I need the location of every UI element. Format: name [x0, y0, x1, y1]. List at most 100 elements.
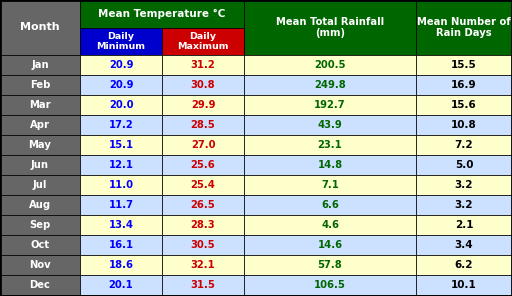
Text: 15.1: 15.1	[109, 140, 134, 150]
Text: May: May	[29, 140, 51, 150]
Text: 18.6: 18.6	[109, 260, 134, 270]
Text: Jun: Jun	[31, 160, 49, 170]
Text: Daily
Minimum: Daily Minimum	[96, 32, 145, 51]
Bar	[244, 115, 416, 135]
Text: Sep: Sep	[29, 220, 51, 230]
Bar	[0, 275, 80, 295]
Text: 106.5: 106.5	[314, 280, 346, 290]
Text: Aug: Aug	[29, 200, 51, 210]
Text: 7.1: 7.1	[321, 180, 339, 190]
Bar	[0, 235, 80, 255]
Text: Feb: Feb	[30, 80, 50, 90]
Bar	[162, 275, 244, 295]
Text: 28.5: 28.5	[190, 120, 216, 130]
Text: 11.7: 11.7	[109, 200, 134, 210]
Bar	[416, 255, 512, 275]
Text: 3.2: 3.2	[455, 200, 473, 210]
Text: 31.2: 31.2	[190, 60, 216, 70]
Bar	[416, 55, 512, 75]
Bar	[416, 175, 512, 195]
Text: 30.5: 30.5	[190, 240, 216, 250]
Bar	[162, 255, 244, 275]
Text: 6.2: 6.2	[455, 260, 473, 270]
Text: 26.5: 26.5	[190, 200, 216, 210]
Bar	[416, 155, 512, 175]
Bar	[80, 95, 162, 115]
Text: 7.2: 7.2	[455, 140, 473, 150]
Bar	[80, 135, 162, 155]
Bar	[0, 195, 80, 215]
Text: 14.6: 14.6	[317, 240, 343, 250]
Text: 15.5: 15.5	[451, 60, 477, 70]
Bar	[80, 115, 162, 135]
Text: Oct: Oct	[30, 240, 50, 250]
Bar	[0, 55, 80, 75]
Text: Jan: Jan	[31, 60, 49, 70]
Bar	[0, 75, 80, 95]
Text: 200.5: 200.5	[314, 60, 346, 70]
Bar	[162, 215, 244, 235]
Text: 14.8: 14.8	[317, 160, 343, 170]
Text: 13.4: 13.4	[109, 220, 134, 230]
Text: 20.1: 20.1	[109, 280, 133, 290]
Bar	[0, 0, 80, 55]
Bar	[0, 175, 80, 195]
Bar	[0, 155, 80, 175]
Bar	[416, 115, 512, 135]
Bar	[244, 195, 416, 215]
Text: Jul: Jul	[33, 180, 47, 190]
Bar	[80, 75, 162, 95]
Bar	[244, 175, 416, 195]
Bar	[244, 0, 416, 55]
Text: 10.1: 10.1	[451, 280, 477, 290]
Bar	[162, 135, 244, 155]
Bar	[244, 95, 416, 115]
Bar	[244, 155, 416, 175]
Bar	[162, 75, 244, 95]
Text: 29.9: 29.9	[191, 100, 215, 110]
Text: Mean Total Rainfall
(mm): Mean Total Rainfall (mm)	[276, 17, 384, 38]
Text: 20.0: 20.0	[109, 100, 133, 110]
Bar	[244, 275, 416, 295]
Bar	[80, 215, 162, 235]
Text: 27.0: 27.0	[191, 140, 215, 150]
Text: 6.6: 6.6	[321, 200, 339, 210]
Bar	[80, 55, 162, 75]
Text: 11.0: 11.0	[109, 180, 134, 190]
Bar	[244, 255, 416, 275]
Bar	[0, 135, 80, 155]
Text: 12.1: 12.1	[109, 160, 134, 170]
Text: 43.9: 43.9	[317, 120, 343, 130]
Bar	[244, 75, 416, 95]
Bar	[80, 28, 162, 55]
Bar	[80, 255, 162, 275]
Text: 31.5: 31.5	[190, 280, 216, 290]
Text: 16.1: 16.1	[109, 240, 134, 250]
Bar	[80, 195, 162, 215]
Bar	[0, 255, 80, 275]
Text: 3.2: 3.2	[455, 180, 473, 190]
Bar	[416, 75, 512, 95]
Bar	[80, 175, 162, 195]
Bar	[162, 115, 244, 135]
Bar	[162, 175, 244, 195]
Text: 20.9: 20.9	[109, 80, 133, 90]
Bar	[162, 28, 244, 55]
Text: 57.8: 57.8	[317, 260, 343, 270]
Bar	[80, 275, 162, 295]
Text: 192.7: 192.7	[314, 100, 346, 110]
Bar	[416, 275, 512, 295]
Text: 2.1: 2.1	[455, 220, 473, 230]
Bar	[162, 95, 244, 115]
Bar	[416, 235, 512, 255]
Text: Month: Month	[20, 22, 60, 33]
Bar	[162, 155, 244, 175]
Bar	[244, 235, 416, 255]
Bar	[416, 95, 512, 115]
Text: 32.1: 32.1	[190, 260, 216, 270]
Text: 25.4: 25.4	[190, 180, 216, 190]
Text: 4.6: 4.6	[321, 220, 339, 230]
Bar	[162, 235, 244, 255]
Text: Mar: Mar	[29, 100, 51, 110]
Text: 20.9: 20.9	[109, 60, 133, 70]
